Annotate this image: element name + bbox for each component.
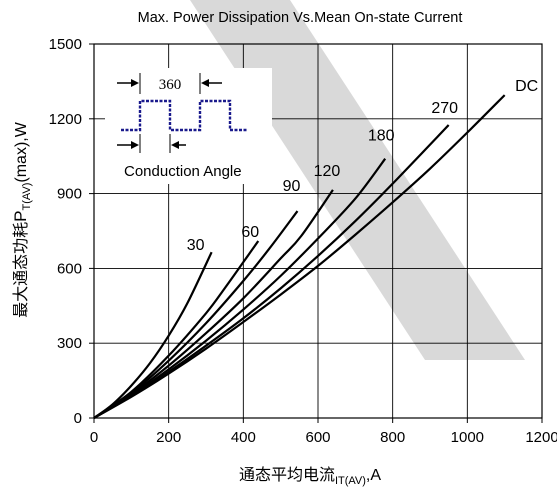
chart-title: Max. Power Dissipation Vs.Mean On-state … <box>138 10 463 26</box>
y-axis-label-p: P <box>11 210 30 221</box>
conduction-angle-inset: 360 Conduction Angle <box>105 68 272 184</box>
y-tick-label: 900 <box>57 186 82 203</box>
curve-label-DC: DC <box>515 78 538 95</box>
y-axis-label: 最大通态功耗PT(AV)(max),W <box>11 121 33 318</box>
x-tick-label: 0 <box>90 429 98 446</box>
x-tick-label: 1200 <box>525 429 557 446</box>
conduction-arrow-head-right <box>171 141 179 149</box>
x-tick-label: 400 <box>231 429 256 446</box>
y-tick-label: 300 <box>57 335 82 352</box>
conduction-arrow-head <box>131 141 139 149</box>
x-tick-label: 1000 <box>451 429 484 446</box>
y-tick-label: 1500 <box>49 36 82 53</box>
tick-labels: 0 200 400 600 800 1000 1200 0 300 600 900 1200 1500 <box>49 36 557 446</box>
y-axis-label-main: 最大通态功耗 <box>11 222 30 318</box>
inset-background <box>105 68 272 184</box>
x-axis-label: 通态平均电流IT(AV),A <box>239 465 381 487</box>
arrow-left-head <box>131 79 139 87</box>
angle-label: 360 <box>159 77 182 93</box>
x-tick-label: 800 <box>380 429 405 446</box>
y-axis-label-tail: (max),W <box>13 121 30 182</box>
curve-label-180: 180 <box>368 128 395 145</box>
arrow-right-head <box>201 79 209 87</box>
x-axis-label-tail: ,A <box>366 467 381 484</box>
series-lines <box>93 94 506 419</box>
x-axis-label-main: 通态平均电流 <box>239 465 335 484</box>
series-line-120 <box>93 189 334 419</box>
curve-label-60: 60 <box>241 224 259 241</box>
inset-caption: Conduction Angle <box>124 163 242 180</box>
y-tick-label: 1200 <box>49 111 82 128</box>
series-line-DC <box>93 94 506 419</box>
y-tick-label: 0 <box>74 410 82 427</box>
x-tick-label: 600 <box>305 429 330 446</box>
curve-labels: 30 60 90 120 180 270 DC <box>187 78 539 254</box>
waveform-line <box>121 99 248 132</box>
curve-label-270: 270 <box>431 100 458 117</box>
curve-label-90: 90 <box>283 178 301 195</box>
x-axis-label-sub: IT(AV) <box>335 475 366 487</box>
x-tick-label: 200 <box>156 429 181 446</box>
watermark-band <box>190 0 525 360</box>
curve-label-120: 120 <box>314 163 341 180</box>
y-axis-label-sub: T(AV) <box>21 183 33 211</box>
y-tick-label: 600 <box>57 260 82 277</box>
curve-label-30: 30 <box>187 237 205 254</box>
